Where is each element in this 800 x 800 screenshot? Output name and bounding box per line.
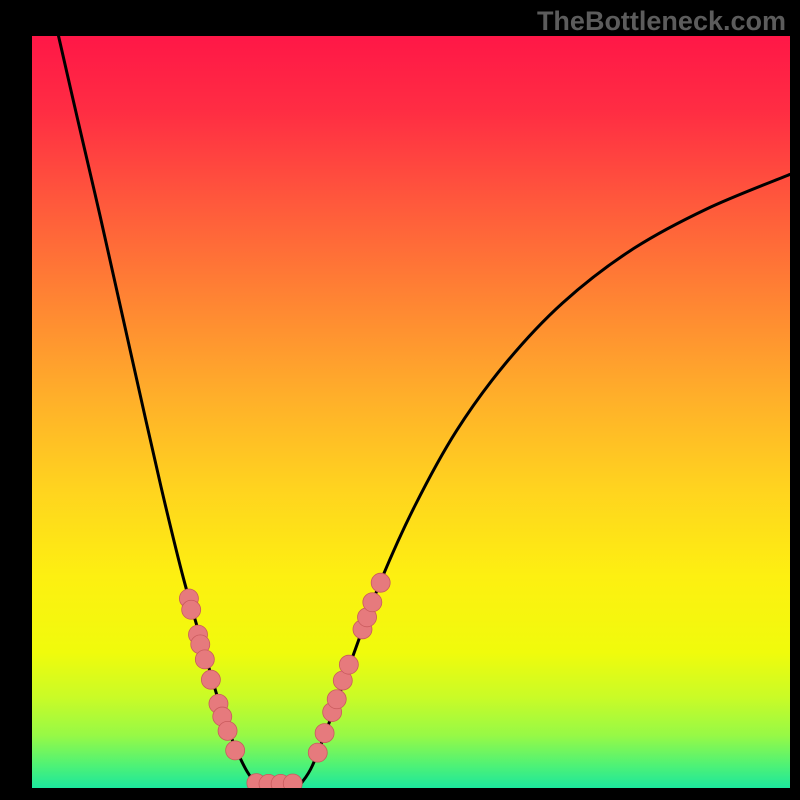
- data-marker: [339, 655, 358, 674]
- data-marker: [195, 650, 214, 669]
- data-marker: [182, 600, 201, 619]
- data-marker: [315, 724, 334, 743]
- data-marker: [327, 690, 346, 709]
- data-marker: [226, 741, 245, 760]
- figure-root: TheBottleneck.com: [0, 0, 800, 800]
- data-marker: [201, 670, 220, 689]
- plot-svg: [32, 36, 790, 788]
- data-marker: [218, 721, 237, 740]
- data-marker: [308, 743, 327, 762]
- data-marker: [371, 573, 390, 592]
- marker-group: [179, 573, 390, 788]
- plot-area: [32, 36, 790, 788]
- data-marker: [363, 593, 382, 612]
- performance-curve: [59, 36, 790, 783]
- watermark-text: TheBottleneck.com: [537, 6, 786, 37]
